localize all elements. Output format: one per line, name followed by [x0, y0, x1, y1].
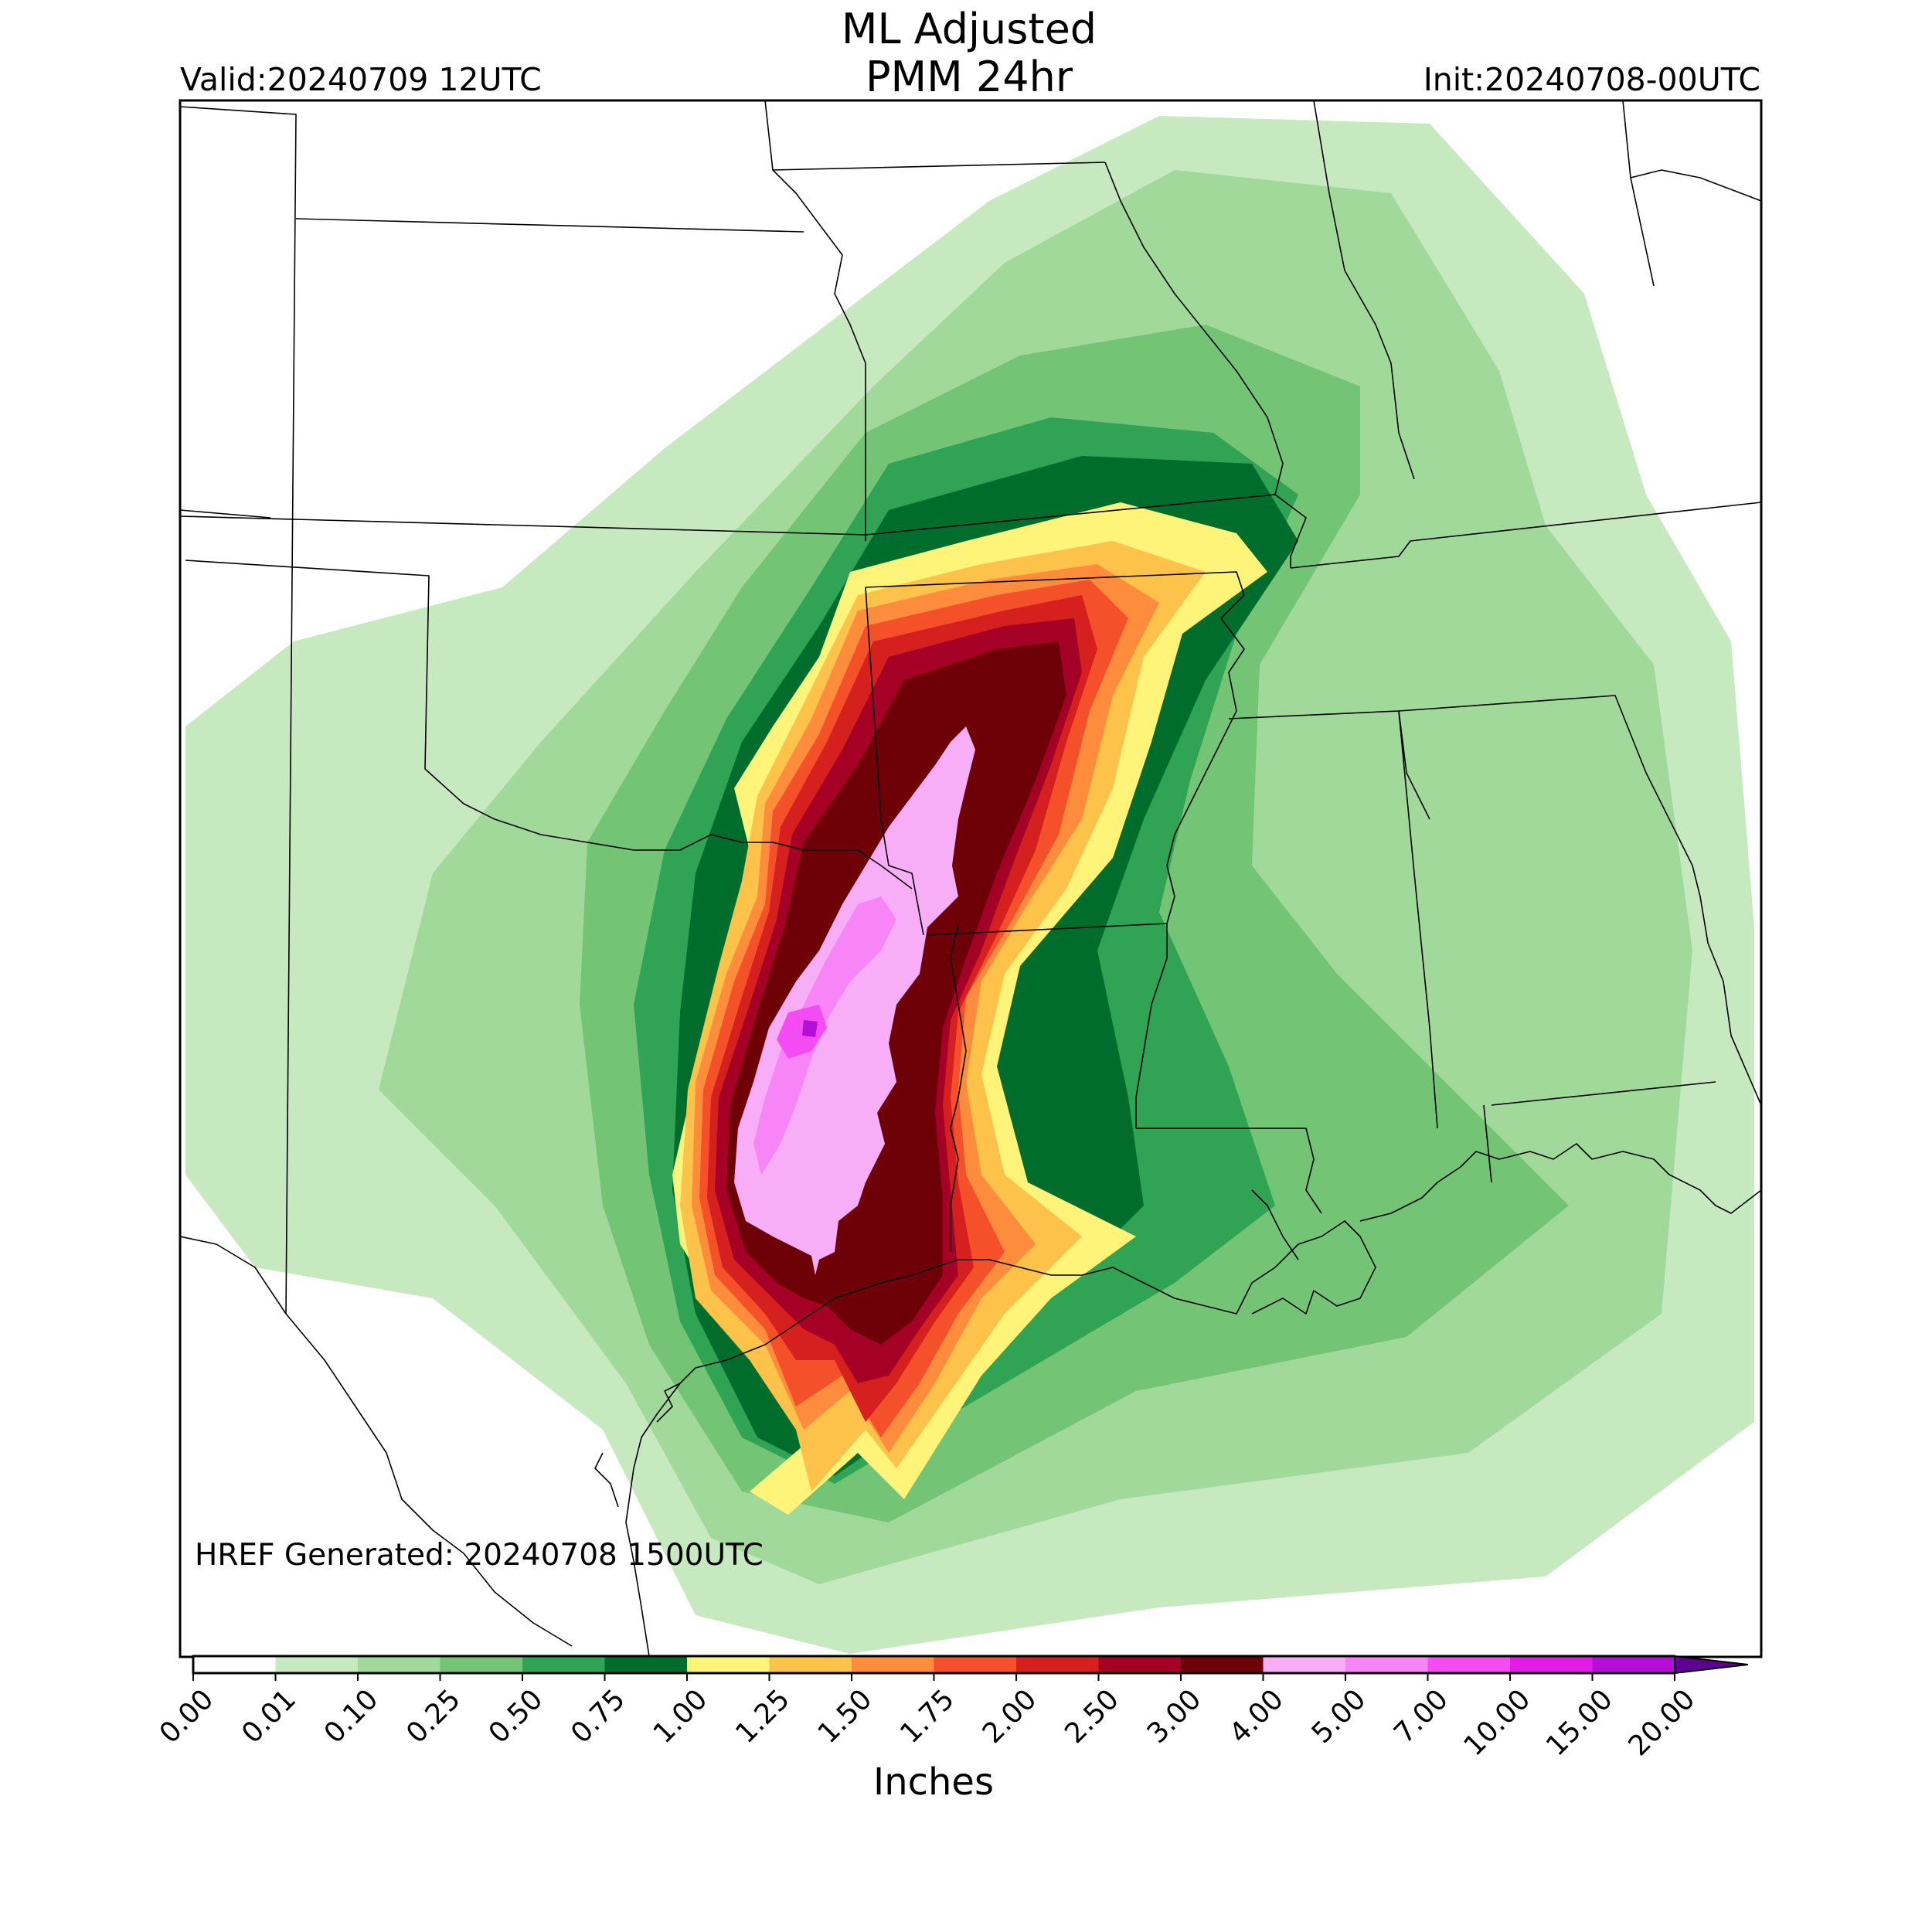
- state-boundaries: [180, 100, 1761, 1647]
- precipitation-field: [185, 116, 1754, 1654]
- colorbar-tick-label: 10.00: [1458, 1683, 1537, 1762]
- colorbar-swatch-0.50: [522, 1656, 605, 1673]
- colorbar-swatch-0.25: [440, 1656, 523, 1673]
- gulf-coastline: [594, 1143, 1761, 1657]
- precip-5.00: [753, 896, 896, 1175]
- colorbar-swatch-1.00: [687, 1656, 770, 1673]
- colorbar-units-label: Inches: [873, 1760, 994, 1804]
- colorbar-tick-label: 0.00: [154, 1683, 220, 1750]
- colorbar-swatch-1.25: [769, 1656, 852, 1673]
- colorbar-tick-label: 0.25: [400, 1683, 467, 1750]
- colorbar-swatch-0.10: [358, 1656, 440, 1673]
- init-time-label: Init:20240708-00UTC: [1423, 61, 1760, 98]
- colorbar-tick-label: 0.75: [565, 1683, 631, 1750]
- colorbar-tick-label: 0.01: [236, 1683, 302, 1750]
- colorbar-swatch-5.00: [1345, 1656, 1428, 1673]
- colorbar-tick-label: 4.00: [1223, 1683, 1290, 1750]
- colorbar-swatch-15.00: [1592, 1656, 1675, 1673]
- colorbar-tick-label: 7.00: [1388, 1683, 1454, 1750]
- colorbar-swatch-3.00: [1181, 1656, 1264, 1673]
- colorbar-swatch-2.50: [1098, 1656, 1182, 1673]
- colorbar-swatch-4.00: [1263, 1656, 1346, 1673]
- colorbar-tick-label: 5.00: [1306, 1683, 1372, 1750]
- href-generated-label: HREF Generated: 20240708 1500UTC: [195, 1538, 764, 1573]
- precip-7.00: [777, 1005, 827, 1059]
- colorbar-tick-label: 2.50: [1059, 1683, 1125, 1750]
- colorbar-swatch-2.00: [1016, 1656, 1099, 1673]
- colorbar-tick-label: 1.25: [730, 1683, 796, 1750]
- colorbar-tick-label: 1.50: [812, 1683, 879, 1750]
- valid-time-label: Valid:20240709 12UTC: [180, 61, 542, 98]
- colorbar-tick-label: 1.75: [894, 1683, 961, 1750]
- colorbar-tick-label: 0.50: [483, 1683, 549, 1750]
- colorbar-swatch-10.00: [1510, 1656, 1593, 1673]
- colorbar-swatch-0.00: [193, 1656, 276, 1673]
- colorbar-swatch-1.50: [852, 1656, 934, 1673]
- colorbar-tick-label: 15.00: [1540, 1683, 1619, 1762]
- colorbar-tick-label: 2.00: [977, 1683, 1043, 1750]
- colorbar-swatch-0.75: [604, 1656, 688, 1673]
- colorbar-swatch-7.00: [1427, 1656, 1511, 1673]
- colorbar-tick-label: 3.00: [1141, 1683, 1208, 1750]
- colorbar-swatch-1.75: [934, 1656, 1017, 1673]
- chart-title-line2: PMM 24hr: [865, 53, 1073, 101]
- colorbar-tick-label: 1.00: [648, 1683, 714, 1750]
- colorbar-extend-arrow: [1674, 1655, 1749, 1675]
- colorbar-tick-label: 0.10: [318, 1683, 385, 1750]
- precip-4.00: [734, 726, 975, 1275]
- chart-title-line1: ML Adjusted: [841, 5, 1097, 53]
- precip-10.00: [802, 1020, 818, 1037]
- colorbar-tick-label: 20.00: [1623, 1683, 1702, 1762]
- colorbar-swatch-0.01: [275, 1656, 359, 1673]
